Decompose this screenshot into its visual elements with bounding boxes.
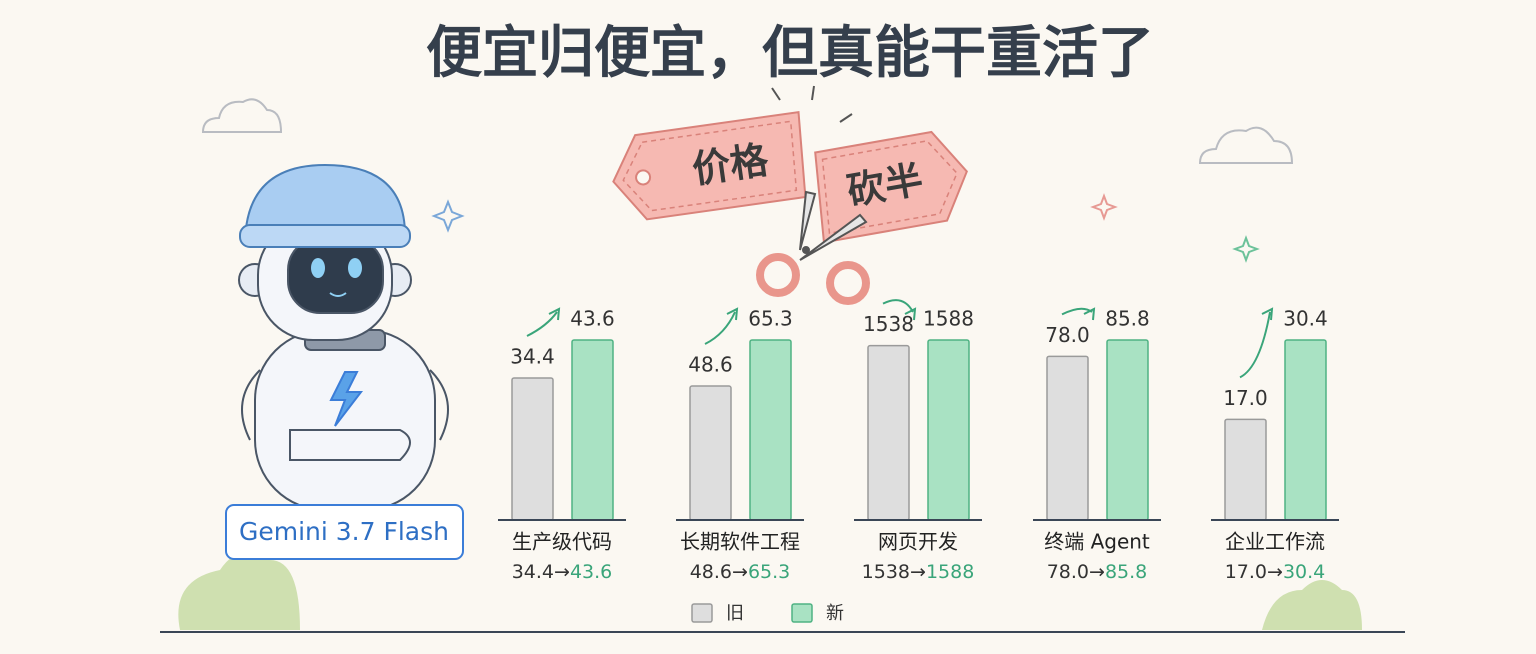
change-label: 78.0→85.8 xyxy=(1047,561,1148,583)
legend-label: 新 xyxy=(826,603,844,624)
price-tag: 砍半 xyxy=(814,130,968,244)
value-label: 48.6 xyxy=(688,353,733,377)
old-value: 78.0 xyxy=(1047,561,1089,583)
value-label: 17.0 xyxy=(1223,386,1268,410)
old-value: 34.4 xyxy=(512,561,554,583)
robot-mascot: Gemini 3.7 Flash xyxy=(178,163,1362,630)
category-label: 生产级代码 xyxy=(512,530,612,554)
value-label: 34.4 xyxy=(510,344,555,368)
trend-arrow xyxy=(526,311,558,337)
value-label: 1588 xyxy=(923,307,974,331)
tag-text: 价格 xyxy=(689,137,771,191)
scissors xyxy=(756,85,870,305)
bar xyxy=(689,385,732,521)
trend-arrow xyxy=(1239,311,1271,379)
cloud xyxy=(1198,126,1294,164)
sparkle xyxy=(431,199,465,233)
legend-label: 旧 xyxy=(726,603,744,624)
trend-arrow-head xyxy=(548,307,561,321)
price-tag: 价格 xyxy=(612,111,807,221)
old-value: 17.0 xyxy=(1225,561,1267,583)
bar xyxy=(867,344,910,521)
change-label: 34.4→43.6 xyxy=(512,561,613,583)
value-label: 78.0 xyxy=(1045,323,1090,347)
category-label: 终端 Agent xyxy=(1044,530,1150,554)
change-arrow: → xyxy=(732,561,748,583)
sparkle xyxy=(1232,235,1260,263)
new-value: 30.4 xyxy=(1283,561,1325,583)
bar xyxy=(927,339,970,521)
value-label: 65.3 xyxy=(748,307,793,331)
value-label: 1538 xyxy=(863,312,914,336)
change-arrow: → xyxy=(554,561,570,583)
trend-arrow-head xyxy=(1083,307,1096,321)
bar xyxy=(571,339,614,521)
cloud xyxy=(201,98,283,133)
trend-arrow-head xyxy=(904,307,917,321)
category-label: 企业工作流 xyxy=(1225,530,1325,554)
model-badge: Gemini 3.7 Flash xyxy=(239,517,449,546)
plot-area: 34.443.6生产级代码34.4→43.648.665.3长期软件工程48.6… xyxy=(498,299,1339,624)
legend-swatch xyxy=(791,603,813,623)
value-label: 85.8 xyxy=(1105,307,1150,331)
bar xyxy=(1224,418,1267,521)
sparkle xyxy=(1090,193,1118,221)
trend-arrow xyxy=(882,299,914,313)
change-label: 48.6→65.3 xyxy=(690,561,791,583)
value-label: 43.6 xyxy=(570,307,615,331)
change-label: 17.0→30.4 xyxy=(1225,561,1326,583)
change-arrow: → xyxy=(1089,561,1105,583)
bar xyxy=(511,377,554,521)
bar xyxy=(1106,339,1149,521)
new-value: 43.6 xyxy=(570,561,612,583)
new-value: 1588 xyxy=(926,561,974,583)
category-label: 长期软件工程 xyxy=(680,530,800,554)
chart-title: 便宜归便宜，但真能干重活了 xyxy=(426,21,1154,86)
legend-swatch xyxy=(691,603,713,623)
trend-arrow xyxy=(704,311,736,345)
change-arrow: → xyxy=(910,561,926,583)
bar xyxy=(749,339,792,521)
old-value: 1538 xyxy=(862,561,910,583)
value-label: 30.4 xyxy=(1283,307,1328,331)
bar xyxy=(1046,355,1089,521)
change-arrow: → xyxy=(1267,561,1283,583)
trend-arrow-head xyxy=(1261,307,1274,321)
bar xyxy=(1284,339,1327,521)
change-label: 1538→1588 xyxy=(862,561,975,583)
category-label: 网页开发 xyxy=(878,530,958,554)
old-value: 48.6 xyxy=(690,561,732,583)
new-value: 85.8 xyxy=(1105,561,1147,583)
trend-arrow-head xyxy=(726,307,739,321)
new-value: 65.3 xyxy=(748,561,790,583)
